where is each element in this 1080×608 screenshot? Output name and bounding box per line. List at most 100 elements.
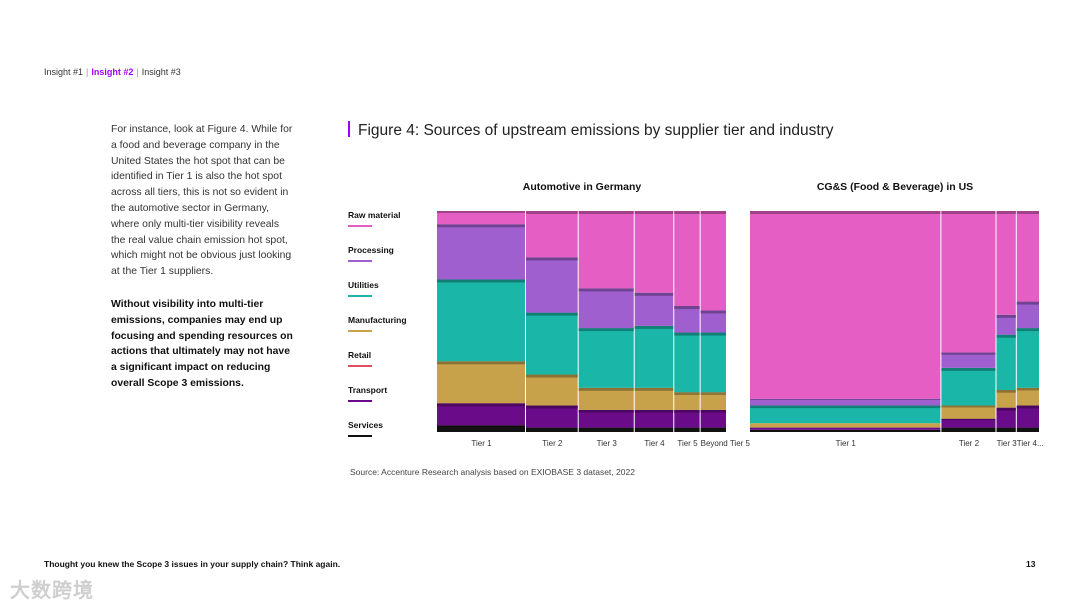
bar-segment-transport xyxy=(941,418,996,428)
bar-segment-manufacturing xyxy=(437,361,525,404)
legend-label: Raw material xyxy=(348,210,401,220)
bar-segment-raw-material xyxy=(941,211,996,353)
bar-segment-band xyxy=(941,405,996,408)
bar-segment-services xyxy=(525,427,578,432)
page-number: 13 xyxy=(1026,559,1036,569)
bar-segment-utilities xyxy=(750,405,941,424)
bar-segment-band xyxy=(750,405,941,409)
nav-insight-1[interactable]: Insight #1 xyxy=(44,67,84,77)
legend-item-processing: Processing xyxy=(348,245,394,262)
bar-segment-band xyxy=(941,211,996,214)
bar-segment-processing xyxy=(750,398,941,406)
bar-segment-utilities xyxy=(1016,328,1039,388)
bar-segment-band xyxy=(525,257,578,261)
legend-swatch xyxy=(348,225,372,227)
bar-segment-transport xyxy=(634,409,674,428)
footer-text: Thought you knew the Scope 3 issues in y… xyxy=(44,559,341,569)
bar-segment-services xyxy=(941,427,996,432)
legend-label: Utilities xyxy=(348,280,379,290)
bar-segment-band xyxy=(674,211,700,214)
bar-segment-band xyxy=(1016,405,1039,409)
bar-segment-utilities xyxy=(996,334,1016,391)
bar-segment-transport xyxy=(750,427,941,430)
legend-item-services: Services xyxy=(348,420,383,437)
bar-segment-manufacturing xyxy=(700,392,726,410)
bar-segment-manufacturing xyxy=(1016,387,1039,406)
bar-segment-band xyxy=(634,409,674,413)
watermark-logo: 大数跨境 xyxy=(10,580,94,602)
bar-segment-band xyxy=(941,352,996,355)
bar-segment-band xyxy=(996,211,1016,214)
legend-item-utilities: Utilities xyxy=(348,280,379,297)
bar-segment-band xyxy=(674,332,700,336)
bar-segment-band xyxy=(700,211,726,214)
bar-segment-band xyxy=(996,314,1016,318)
bar-segment-band xyxy=(437,211,525,213)
tick-label: Tier 5 xyxy=(677,439,698,448)
tick-label: Beyond Tier 5 xyxy=(700,439,750,448)
bar-segment-band xyxy=(996,334,1016,338)
bar-segment-manufacturing xyxy=(996,390,1016,408)
bar-segment-services xyxy=(750,429,941,432)
bar-segment-utilities xyxy=(437,279,525,362)
bar-segment-band xyxy=(674,306,700,310)
figure-title-text: Figure 4: Sources of upstream emissions … xyxy=(358,122,834,139)
tick-label: Tier 3 xyxy=(596,439,617,448)
bar-segment-raw-material xyxy=(634,211,674,293)
legend-item-retail: Retail xyxy=(348,350,372,367)
body-paragraph-1: For instance, look at Figure 4. While fo… xyxy=(111,124,293,278)
tick-label: Tier 2 xyxy=(542,439,563,448)
tick-label: Tier 1 xyxy=(471,439,492,448)
bar-segment-band xyxy=(525,405,578,409)
bar-segment-raw-material xyxy=(674,211,700,307)
legend-label: Services xyxy=(348,420,383,430)
bar-segment-band xyxy=(674,409,700,413)
legend-swatch xyxy=(348,400,372,402)
bar-segment-band xyxy=(750,211,941,214)
bar-segment-band xyxy=(700,310,726,314)
tick-label: Tier 4 xyxy=(644,439,665,448)
bar-segment-raw-material xyxy=(437,211,525,225)
tick-label: Tier 2 xyxy=(958,439,980,448)
bar-segment-raw-material xyxy=(578,211,634,289)
bar-segment-band xyxy=(437,425,525,427)
bar-segment-services xyxy=(996,427,1016,432)
bar-segment-band xyxy=(578,328,634,332)
bar-segment-manufacturing xyxy=(525,374,578,406)
title-accent-bar xyxy=(348,121,350,137)
nav-separator: | xyxy=(136,67,139,77)
bar-segment-band xyxy=(578,288,634,292)
legend-item-raw-material: Raw material xyxy=(348,210,400,227)
source-note: Source: Accenture Research analysis base… xyxy=(350,467,635,477)
legend-swatch xyxy=(348,295,372,297)
bar-segment-raw-material xyxy=(996,211,1016,315)
bar-segment-band xyxy=(437,279,525,283)
tick-label: Tier 3 xyxy=(996,439,1017,448)
bar-segment-transport xyxy=(525,405,578,428)
bar-segment-band xyxy=(634,211,674,214)
bar-segment-band xyxy=(1016,328,1039,332)
bar-segment-manufacturing xyxy=(750,423,941,428)
bar-segment-band xyxy=(437,224,525,228)
chart-title-food-beverage: CG&S (Food & Beverage) in US xyxy=(816,181,974,193)
bar-segment-band xyxy=(578,387,634,391)
bar-segment-band xyxy=(941,418,996,421)
bar-segment-manufacturing xyxy=(674,392,700,410)
bar-segment-raw-material xyxy=(700,211,726,311)
legend-label: Manufacturing xyxy=(348,315,407,325)
bar-segment-utilities xyxy=(674,332,700,393)
legend-item-manufacturing: Manufacturing xyxy=(348,315,407,332)
legend-swatch xyxy=(348,260,372,262)
nav-separator: | xyxy=(86,67,89,77)
body-text: For instance, look at Figure 4. While fo… xyxy=(111,122,296,409)
bar-segment-band xyxy=(674,392,700,395)
nav-insight-3[interactable]: Insight #3 xyxy=(141,67,181,77)
bar-segment-raw-material xyxy=(750,211,941,399)
bar-segment-manufacturing xyxy=(634,387,674,410)
bar-segment-processing xyxy=(674,306,700,333)
bar-segment-band xyxy=(578,409,634,413)
bar-segment-band xyxy=(634,325,674,329)
bar-segment-utilities xyxy=(634,325,674,388)
bar-segment-processing xyxy=(700,310,726,333)
nav-insight-2[interactable]: Insight #2 xyxy=(91,67,134,77)
